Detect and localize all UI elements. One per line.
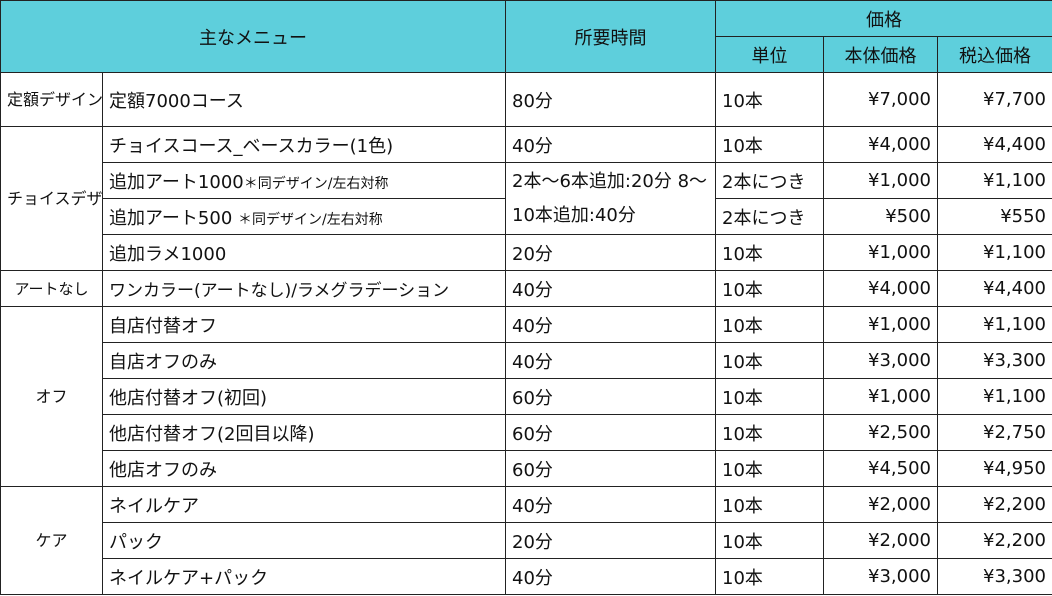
item-unit: 10本 — [715, 378, 824, 415]
item-base-price: ¥2,500 — [823, 414, 938, 451]
item-time: 40分 — [505, 558, 716, 595]
item-unit: 10本 — [715, 234, 824, 271]
header-time: 所要時間 — [505, 0, 716, 73]
item-name: 自店オフのみ — [102, 342, 506, 379]
item-tax-price: ¥1,100 — [936, 234, 1052, 271]
table-row: 他店付替オフ(2回目以降) 60分 10本 ¥2,500 ¥2,750 — [1, 414, 1052, 451]
table-row: ネイルケア+パック 40分 10本 ¥3,000 ¥3,300 — [1, 558, 1052, 595]
header-unit: 単位 — [715, 36, 824, 73]
table-row: 他店付替オフ(初回) 60分 10本 ¥1,000 ¥1,100 — [1, 378, 1052, 415]
item-note: ＊同デザイン/左右対称 — [243, 175, 389, 192]
category-cell: チョイスデザイン — [0, 126, 103, 271]
item-name: 自店付替オフ — [102, 306, 506, 343]
item-unit: 10本 — [715, 126, 824, 163]
item-base-price: ¥500 — [823, 198, 938, 235]
item-time: 60分 — [505, 378, 716, 415]
item-name: 定額7000コース — [102, 72, 506, 127]
item-name: ワンカラー(アートなし)/ラメグラデーション — [102, 270, 506, 307]
item-time: 40分 — [505, 306, 716, 343]
header-price: 価格 — [714, 0, 1052, 37]
item-unit: 10本 — [715, 306, 824, 343]
item-time: 40分 — [505, 126, 716, 163]
table-row: 追加アート1000＊同デザイン/左右対称 2本～6本追加:20分 8～10本追加… — [1, 162, 1052, 235]
item-time: 40分 — [505, 270, 716, 307]
item-unit: 10本 — [715, 486, 824, 523]
item-base-price: ¥1,000 — [823, 162, 938, 199]
category-cell: アートなし — [0, 270, 103, 307]
table-row: 他店オフのみ 60分 10本 ¥4,500 ¥4,950 — [1, 450, 1052, 487]
item-time: 60分 — [505, 414, 716, 451]
item-tax-price: ¥3,300 — [936, 342, 1052, 379]
item-tax-price: ¥7,700 — [936, 72, 1052, 127]
table-row: チョイスデザイン チョイスコース_ベースカラー(1色) 40分 10本 ¥4,0… — [0, 126, 1052, 271]
item-label: 追加アート1000 — [109, 171, 244, 193]
table-row: アートなし ワンカラー(アートなし)/ラメグラデーション 40分 10本 ¥4,… — [0, 270, 1052, 307]
item-base-price: ¥7,000 — [823, 72, 938, 127]
item-name: ネイルケア+パック — [102, 558, 506, 595]
item-tax-price: ¥3,300 — [936, 558, 1052, 595]
item-base-price: ¥4,000 — [823, 270, 938, 307]
table-row: ケア ネイルケア 40分 10本 ¥2,000 ¥2,200 — [0, 486, 1052, 595]
item-base-price: ¥4,000 — [823, 126, 938, 163]
table-row: オフ 自店付替オフ 40分 10本 ¥1,000 ¥1,100 — [0, 306, 1052, 487]
item-note: ＊同デザイン/左右対称 — [238, 211, 383, 228]
item-time: 40分 — [505, 486, 716, 523]
item-time: 80分 — [505, 72, 716, 127]
item-time: 60分 — [505, 450, 716, 487]
item-name: 他店オフのみ — [102, 450, 506, 487]
item-time: 40分 — [505, 342, 716, 379]
item-tax-price: ¥1,100 — [936, 306, 1052, 343]
item-name: 追加ラメ1000 — [102, 234, 506, 271]
category-cell: オフ — [0, 306, 103, 487]
item-unit: 10本 — [715, 342, 824, 379]
item-base-price: ¥1,000 — [823, 234, 938, 271]
header-tax-price: 税込価格 — [936, 36, 1052, 73]
item-base-price: ¥1,000 — [823, 306, 938, 343]
item-tax-price: ¥2,200 — [936, 522, 1052, 559]
item-base-price: ¥4,500 — [823, 450, 938, 487]
item-unit: 10本 — [715, 414, 824, 451]
item-base-price: ¥3,000 — [823, 558, 938, 595]
item-tax-price: ¥2,200 — [936, 486, 1052, 523]
category-cell: 定額デザイン — [0, 72, 103, 127]
item-unit: 10本 — [715, 72, 824, 127]
item-label: 追加アート500 — [109, 207, 233, 229]
header-menu: 主なメニュー — [0, 0, 506, 73]
item-name: ネイルケア — [102, 486, 506, 523]
table-row: 自店オフのみ 40分 10本 ¥3,000 ¥3,300 — [1, 342, 1052, 379]
item-name: 他店付替オフ(2回目以降) — [102, 414, 506, 451]
item-base-price: ¥3,000 — [823, 342, 938, 379]
item-tax-price: ¥1,100 — [936, 162, 1052, 199]
item-base-price: ¥2,000 — [823, 522, 938, 559]
item-name: 追加アート500 ＊同デザイン/左右対称 — [102, 198, 506, 235]
item-unit: 2本につき — [715, 162, 824, 199]
category-cell: ケア — [0, 486, 103, 595]
item-base-price: ¥1,000 — [823, 378, 938, 415]
table-row: パック 20分 10本 ¥2,000 ¥2,200 — [1, 522, 1052, 559]
header-base-price: 本体価格 — [823, 36, 938, 73]
item-unit: 10本 — [715, 450, 824, 487]
item-tax-price: ¥1,100 — [936, 378, 1052, 415]
table-row: 追加アート500 ＊同デザイン/左右対称 2本につき ¥500 ¥550 — [1, 198, 1052, 235]
item-tax-price: ¥4,400 — [936, 126, 1052, 163]
item-unit: 10本 — [715, 558, 824, 595]
item-name: パック — [102, 522, 506, 559]
item-tax-price: ¥4,950 — [936, 450, 1052, 487]
item-name: 追加アート1000＊同デザイン/左右対称 — [102, 162, 506, 199]
item-unit: 2本につき — [715, 198, 824, 235]
item-base-price: ¥2,000 — [823, 486, 938, 523]
item-tax-price: ¥4,400 — [936, 270, 1052, 307]
table-row: 定額デザイン 定額7000コース 80分 10本 ¥7,000 ¥7,700 — [0, 72, 1052, 127]
item-name: チョイスコース_ベースカラー(1色) — [102, 126, 506, 163]
item-tax-price: ¥2,750 — [936, 414, 1052, 451]
table-row: 追加ラメ1000 20分 10本 ¥1,000 ¥1,100 — [1, 234, 1052, 271]
item-time: 20分 — [505, 522, 716, 559]
item-tax-price: ¥550 — [936, 198, 1052, 235]
art-time: 2本～6本追加:20分 8～10本追加:40分 — [505, 162, 716, 235]
item-name: 他店付替オフ(初回) — [102, 378, 506, 415]
item-unit: 10本 — [715, 522, 824, 559]
item-time: 20分 — [505, 234, 716, 271]
item-unit: 10本 — [715, 270, 824, 307]
